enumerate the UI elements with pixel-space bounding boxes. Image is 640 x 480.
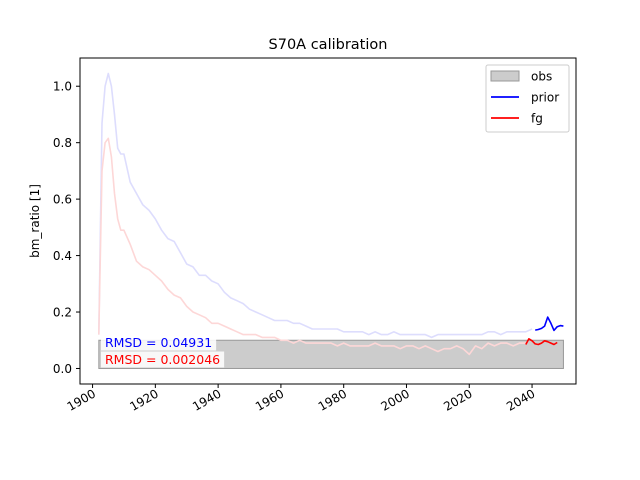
y-axis-label: bm_ratio [1] xyxy=(28,184,42,258)
legend-box xyxy=(485,64,570,133)
y-tick-label: 1.0 xyxy=(53,80,72,94)
chart-title: S70A calibration xyxy=(269,37,388,53)
legend-item-obs: obs xyxy=(490,70,552,84)
legend-label: fg xyxy=(531,112,543,126)
legend: obs prior fg xyxy=(485,64,570,133)
legend-item-prior: prior xyxy=(491,91,559,105)
rmsd-annotation-text: RMSD = 0.04931 xyxy=(105,335,212,350)
fg-history-line xyxy=(98,137,526,356)
y-axis: 0.0 0.2 0.4 0.6 0.8 1.0 xyxy=(53,80,80,376)
legend-swatch xyxy=(490,70,520,82)
fg-calibration-line xyxy=(525,337,558,346)
y-tick-label: 0.8 xyxy=(53,136,72,150)
rmsd-annotation-background xyxy=(101,351,225,368)
rmsd-annotation-text: RMSD = 0.002046 xyxy=(105,352,220,367)
y-tick-label: 0.0 xyxy=(53,362,72,376)
legend-label: obs xyxy=(531,70,552,84)
y-tick-label: 0.4 xyxy=(53,249,72,263)
y-tick-label: 0.6 xyxy=(53,193,72,207)
annotations: RMSD = 0.04931 RMSD = 0.002046 xyxy=(101,334,225,368)
rmsd-annotation-background xyxy=(101,334,217,351)
prior-history-line xyxy=(98,72,533,339)
axes-frame xyxy=(79,57,577,385)
legend-item-fg: fg xyxy=(491,112,543,126)
legend-label: prior xyxy=(531,91,559,105)
rmsd-annotation: RMSD = 0.002046 xyxy=(101,351,225,368)
rmsd-annotation: RMSD = 0.04931 xyxy=(101,334,217,351)
y-tick-label: 0.2 xyxy=(53,306,72,320)
prior-calibration-line xyxy=(535,316,564,332)
